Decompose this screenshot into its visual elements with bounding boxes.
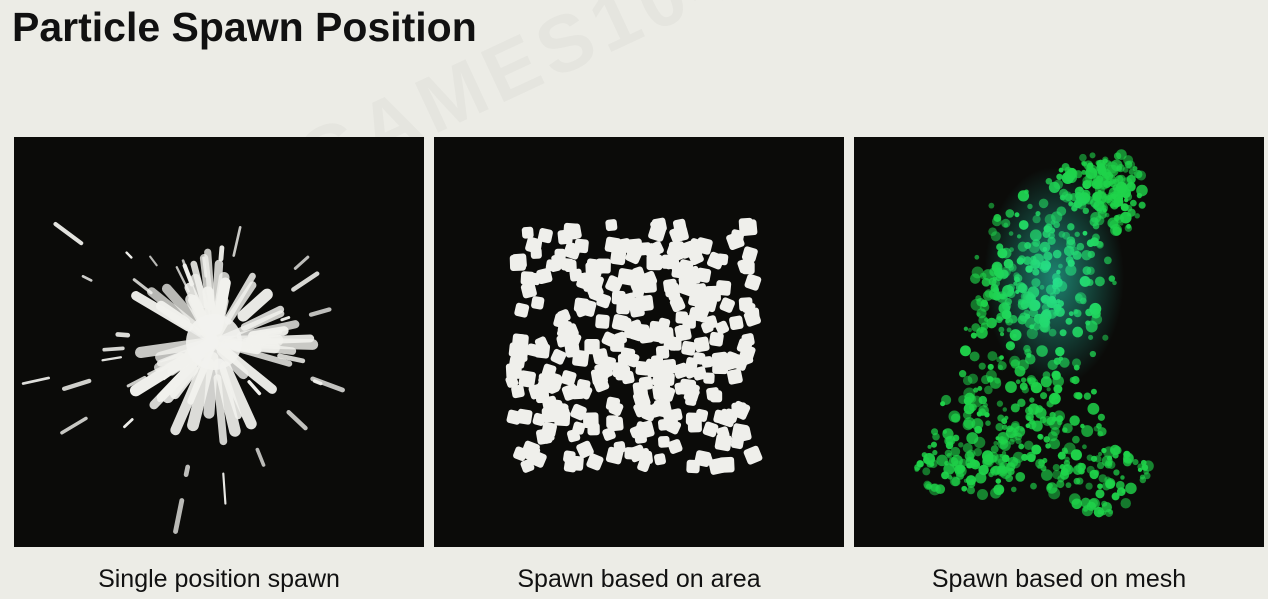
panel-mesh bbox=[854, 137, 1264, 547]
panel-single-position bbox=[14, 137, 424, 547]
caption-mesh: Spawn based on mesh bbox=[931, 565, 1187, 593]
mesh-particles-image bbox=[914, 149, 1154, 518]
area-blocks bbox=[505, 217, 763, 475]
burst-streaks bbox=[21, 221, 345, 534]
panel-area bbox=[434, 137, 844, 547]
caption-single-position: Single position spawn bbox=[98, 565, 340, 593]
caption-area: Spawn based on area bbox=[517, 565, 761, 593]
page-title: Particle Spawn Position bbox=[12, 4, 477, 50]
area-particles-image bbox=[505, 217, 763, 475]
burst-particles-image bbox=[21, 221, 345, 534]
